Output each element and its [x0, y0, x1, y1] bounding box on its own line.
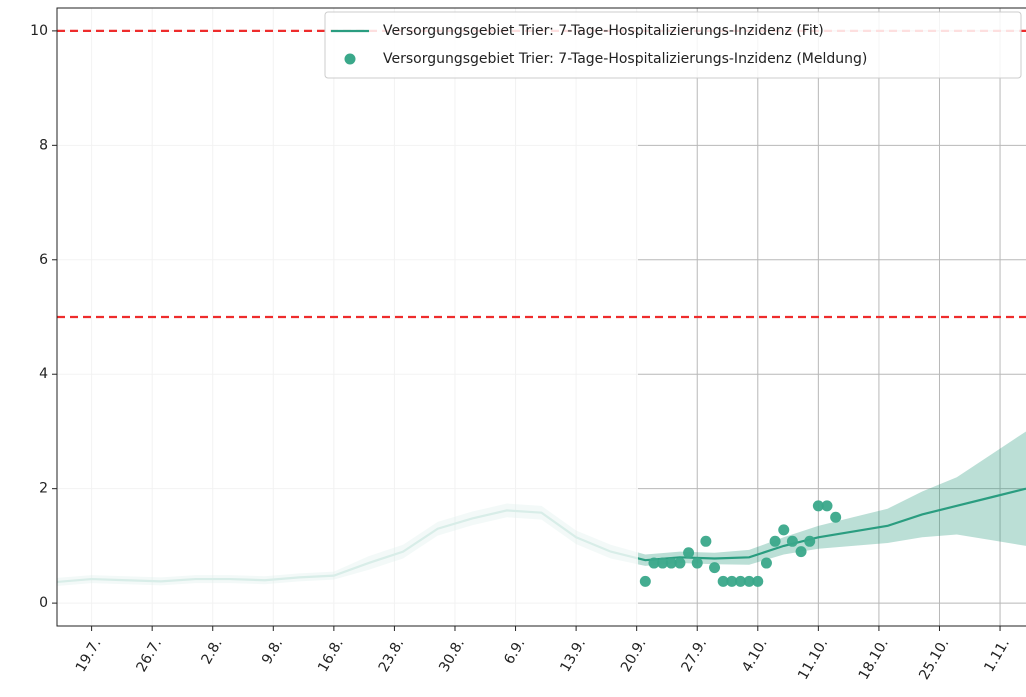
data-point [683, 547, 695, 559]
x-tick-label: 27.9. [678, 636, 710, 675]
legend-marker [344, 53, 356, 65]
x-tick-label: 30.8. [436, 636, 468, 675]
x-tick-label: 11.10. [795, 636, 831, 683]
x-tick-label: 2.8. [198, 636, 225, 667]
x-tick-label: 16.8. [315, 636, 347, 675]
x-tick-label: 18.10. [856, 636, 892, 683]
data-point [665, 557, 677, 569]
data-point [786, 535, 798, 547]
legend-box [324, 11, 1022, 79]
data-point [639, 575, 651, 587]
data-point [743, 575, 755, 587]
legend-label: Versorgungsgebiet Trier: 7-Tage-Hospital… [383, 51, 867, 67]
x-tick-label: 20.9. [618, 636, 650, 675]
data-point [691, 557, 703, 569]
x-tick-label: 13.9. [557, 636, 589, 675]
x-tick-label: 1.11. [981, 636, 1013, 675]
y-tick-label: 4 [39, 366, 48, 382]
data-point [804, 535, 816, 547]
data-point [778, 524, 790, 536]
data-point [821, 500, 833, 512]
y-tick-label: 6 [39, 252, 48, 268]
data-point [769, 535, 781, 547]
x-tick-label: 26.7. [133, 636, 165, 675]
legend-label: Versorgungsgebiet Trier: 7-Tage-Hospital… [383, 23, 824, 39]
x-tick-label: 19.7. [73, 636, 105, 675]
x-tick-label: 6.9. [501, 636, 528, 667]
data-point [657, 557, 669, 569]
data-point [812, 500, 824, 512]
y-tick-label: 8 [39, 137, 48, 153]
x-tick-label: 23.8. [376, 636, 408, 675]
data-point [795, 546, 807, 558]
x-tick-label: 25.10. [916, 636, 952, 683]
data-point [760, 557, 772, 569]
data-point [674, 557, 686, 569]
data-point [726, 575, 738, 587]
y-tick-label: 2 [39, 481, 48, 497]
data-point [734, 575, 746, 587]
data-point [752, 575, 764, 587]
legend: Versorgungsgebiet Trier: 7-Tage-Hospital… [324, 11, 1022, 79]
y-tick-label: 10 [30, 23, 48, 39]
x-tick-label: 4.10. [739, 636, 771, 675]
plot-frame [56, 7, 1026, 627]
y-tick-label: 0 [39, 595, 48, 611]
data-point [648, 557, 660, 569]
data-point [717, 575, 729, 587]
data-point [830, 511, 842, 523]
data-point [709, 562, 721, 574]
x-tick-label: 9.8. [259, 636, 286, 667]
data-point [700, 535, 712, 547]
